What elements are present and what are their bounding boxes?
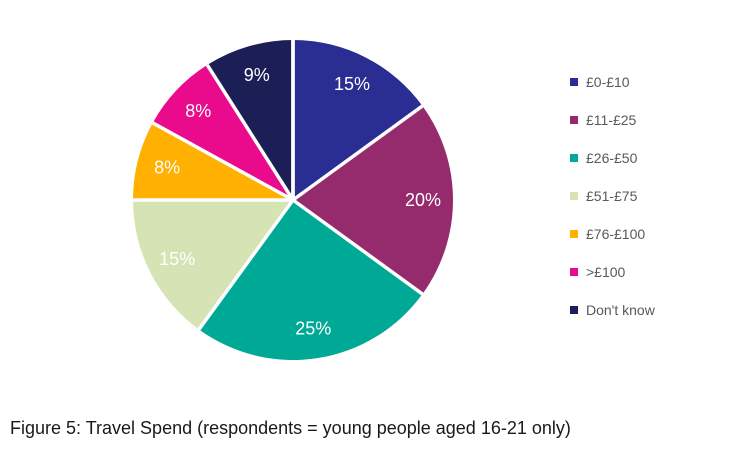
legend-label: £11-£25 <box>586 112 637 128</box>
legend-label: Don't know <box>586 302 655 318</box>
legend-marker-icon <box>570 116 578 124</box>
legend-label: £26-£50 <box>586 150 638 166</box>
pie-slice-label-3: 15% <box>159 249 195 269</box>
pie-slice-5 <box>152 64 293 200</box>
slice-separator <box>197 198 295 331</box>
pie-slice-3 <box>133 200 293 330</box>
legend-label: £51-£75 <box>586 188 638 204</box>
legend-item-3: £51-£75 <box>570 188 655 204</box>
figure-caption: Figure 5: Travel Spend (respondents = yo… <box>10 418 571 438</box>
pie-slice-label-2: 25% <box>295 318 331 338</box>
legend: £0-£10 £11-£25 £26-£50 £51-£75 £76-£100 >£100… <box>570 74 655 318</box>
slice-separator <box>205 63 295 201</box>
pie-slice-1 <box>293 105 454 295</box>
legend-label: £76-£100 <box>586 226 646 242</box>
legend-item-5: >£100 <box>570 264 655 280</box>
legend-marker-icon <box>570 78 578 86</box>
legend-item-4: £76-£100 <box>570 226 655 242</box>
legend-item-2: £26-£50 <box>570 150 655 166</box>
pie-slice-2 <box>198 200 423 361</box>
pie-slice-label-1: 20% <box>405 190 441 210</box>
pie-slice-label-0: 15% <box>334 74 370 94</box>
pie-slice-label-4: 8% <box>154 158 180 178</box>
legend-marker-icon <box>570 230 578 238</box>
slice-separator <box>151 121 294 202</box>
legend-marker-icon <box>570 268 578 276</box>
legend-label: >£100 <box>586 264 626 280</box>
legend-item-6: Don't know <box>570 302 655 318</box>
slice-separator <box>291 104 424 202</box>
pie-slice-0 <box>293 40 423 200</box>
pie-chart: 15% 20% 25% 15% 8% 8% 9% <box>133 40 454 361</box>
legend-label: £0-£10 <box>586 74 630 90</box>
pie-slice-4 <box>133 122 293 200</box>
pie-slice-6 <box>207 40 293 200</box>
legend-marker-icon <box>570 154 578 162</box>
legend-marker-icon <box>570 192 578 200</box>
legend-marker-icon <box>570 306 578 314</box>
pie-chart-area: 15% 20% 25% 15% 8% 8% 9% <box>133 40 454 361</box>
pie-slice-label-5: 8% <box>185 101 211 121</box>
legend-item-1: £11-£25 <box>570 112 655 128</box>
slice-separator <box>291 198 424 296</box>
legend-item-0: £0-£10 <box>570 74 655 90</box>
pie-slice-label-6: 9% <box>244 65 270 85</box>
